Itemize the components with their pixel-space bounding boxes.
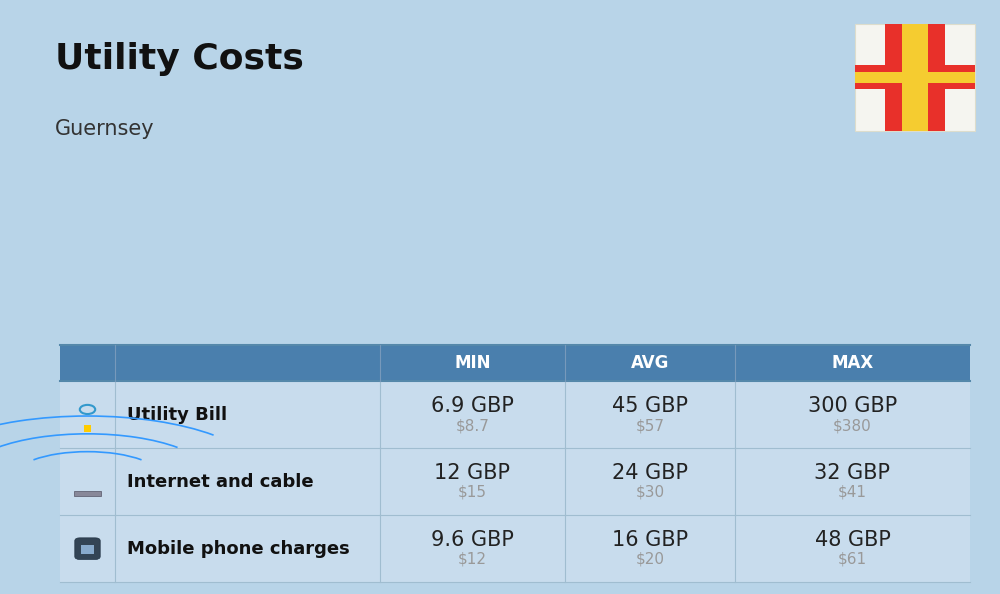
Text: $61: $61 bbox=[838, 552, 867, 567]
Bar bbox=[60, 345, 970, 381]
Text: 300 GBP: 300 GBP bbox=[808, 396, 897, 416]
Text: MAX: MAX bbox=[831, 354, 874, 372]
Text: 16 GBP: 16 GBP bbox=[612, 530, 688, 550]
Text: $8.7: $8.7 bbox=[456, 418, 489, 433]
Text: 24 GBP: 24 GBP bbox=[612, 463, 688, 483]
Text: $41: $41 bbox=[838, 485, 867, 500]
Bar bbox=[60, 448, 970, 515]
Bar bbox=[60, 381, 970, 448]
Text: 45 GBP: 45 GBP bbox=[612, 396, 688, 416]
Bar bbox=[855, 65, 975, 89]
Text: $30: $30 bbox=[635, 485, 665, 500]
Text: $20: $20 bbox=[636, 552, 664, 567]
Bar bbox=[60, 515, 970, 582]
Text: Mobile phone charges: Mobile phone charges bbox=[127, 540, 350, 558]
Bar bbox=[902, 24, 928, 131]
Bar bbox=[81, 545, 94, 554]
Text: 9.6 GBP: 9.6 GBP bbox=[431, 530, 514, 550]
Text: Utility Costs: Utility Costs bbox=[55, 42, 304, 75]
Text: $12: $12 bbox=[458, 552, 487, 567]
Text: 12 GBP: 12 GBP bbox=[434, 463, 511, 483]
Text: AVG: AVG bbox=[631, 354, 669, 372]
Text: 32 GBP: 32 GBP bbox=[814, 463, 891, 483]
Text: $380: $380 bbox=[833, 418, 872, 433]
Text: Guernsey: Guernsey bbox=[55, 119, 155, 139]
Bar bbox=[855, 72, 975, 83]
Text: MIN: MIN bbox=[454, 354, 491, 372]
Bar bbox=[885, 24, 945, 131]
Bar bbox=[74, 491, 101, 497]
Text: $15: $15 bbox=[458, 485, 487, 500]
Text: Internet and cable: Internet and cable bbox=[127, 473, 314, 491]
FancyBboxPatch shape bbox=[75, 538, 100, 560]
Text: 48 GBP: 48 GBP bbox=[815, 530, 890, 550]
Text: $57: $57 bbox=[636, 418, 664, 433]
Text: Utility Bill: Utility Bill bbox=[127, 406, 227, 424]
Text: 6.9 GBP: 6.9 GBP bbox=[431, 396, 514, 416]
Bar bbox=[84, 425, 91, 431]
Bar bbox=[855, 24, 975, 131]
